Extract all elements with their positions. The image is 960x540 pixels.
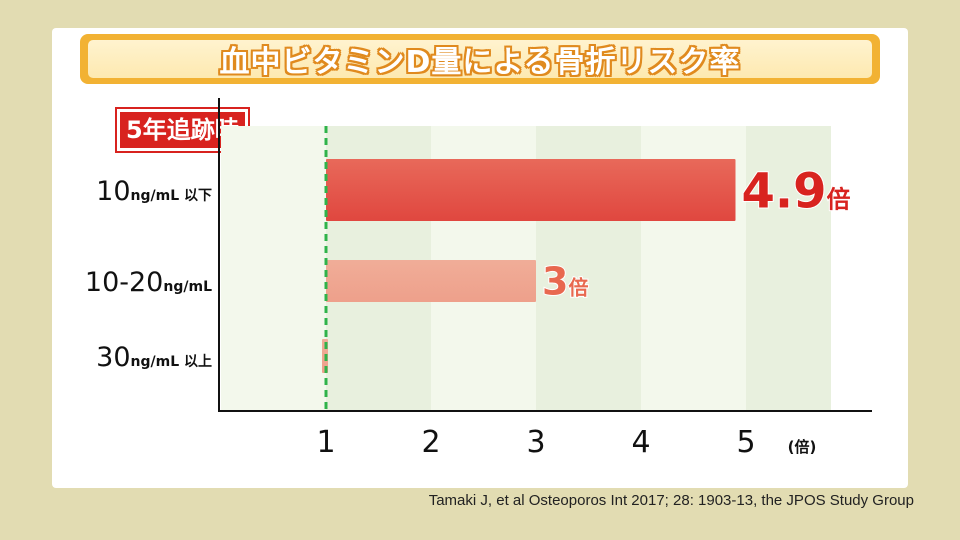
bar-1 [326, 260, 536, 302]
x-tick-label: 5 [736, 425, 755, 460]
category-label: 10-20ng/mL [85, 267, 212, 298]
x-tick-label: 4 [631, 425, 650, 460]
source-citation: Tamaki J, et al Osteoporos Int 2017; 28:… [428, 492, 914, 509]
x-axis-unit: (倍) [788, 438, 817, 456]
value-label: 3倍 [542, 260, 588, 304]
value-label: 4.9倍 [742, 163, 851, 219]
page-title: 血中ビタミンD量による骨折リスク率 [219, 45, 741, 80]
category-label: 30ng/mL 以上 [96, 342, 212, 373]
bar-0 [326, 159, 736, 221]
grid-band [746, 126, 831, 410]
category-label: 10ng/mL 以下 [96, 176, 212, 207]
title-inner: 血中ビタミンD量による骨折リスク率 [88, 40, 872, 80]
grid-band [221, 126, 326, 410]
x-tick-label: 2 [421, 425, 440, 460]
x-tick-label: 1 [316, 425, 335, 460]
x-tick-label: 3 [526, 425, 545, 460]
title-banner: 血中ビタミンD量による骨折リスク率 [80, 34, 880, 84]
